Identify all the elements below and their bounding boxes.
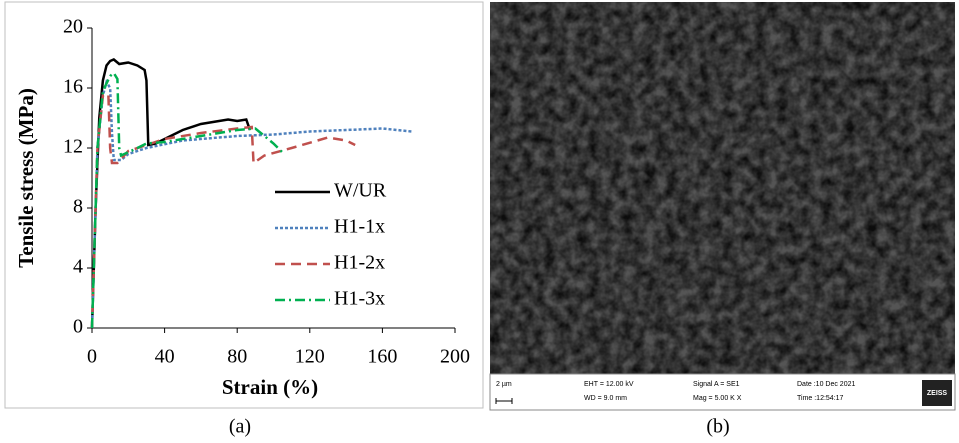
scale-bar xyxy=(495,398,513,404)
sem-texture xyxy=(490,2,955,374)
x-axis-label: Strain (%) xyxy=(222,375,318,399)
y-tick-label: 4 xyxy=(73,256,83,278)
scale-text: 2 µm xyxy=(496,381,512,388)
series-line xyxy=(90,58,252,329)
x-tick-label: 40 xyxy=(155,346,175,368)
x-tick-label: 120 xyxy=(295,346,325,368)
series-line xyxy=(90,71,284,329)
y-axis-label: Tensile stress (MPa) xyxy=(14,88,38,268)
x-tick-label: 160 xyxy=(367,346,397,368)
y-tick-label: 0 xyxy=(73,316,83,338)
info-bar xyxy=(489,373,956,411)
y-tick-label: 12 xyxy=(63,136,83,158)
x-tick-label: 80 xyxy=(227,346,247,368)
sem-image: 2 µm EHT = 12.00 kV WD = 9.0 mm Signal A… xyxy=(489,2,956,411)
chart-frame xyxy=(4,1,484,409)
info-text: Time :12:54:17 xyxy=(797,395,844,402)
info-text: Signal A = SE1 xyxy=(693,381,740,388)
legend-label: W/UR xyxy=(334,180,387,202)
info-text: EHT = 12.00 kV xyxy=(584,381,634,388)
y-tick-label: 20 xyxy=(63,16,83,38)
info-text: Date :10 Dec 2021 xyxy=(797,381,855,388)
x-tick-label: 200 xyxy=(440,346,470,368)
logo xyxy=(922,380,952,406)
legend-label: H1-1x xyxy=(334,216,385,238)
y-tick-label: 8 xyxy=(73,196,83,218)
legend-label: H1-2x xyxy=(334,252,385,274)
info-text: Mag = 5.00 K X xyxy=(693,395,742,402)
series-line xyxy=(90,92,356,329)
y-tick-label: 16 xyxy=(63,76,83,98)
logo-text: ZEISS xyxy=(927,390,948,397)
legend-label: H1-3x xyxy=(334,288,385,310)
x-tick-label: 0 xyxy=(87,346,97,368)
panel-label: (a) xyxy=(229,416,251,438)
info-text: WD = 9.0 mm xyxy=(584,395,627,402)
panel-label: (b) xyxy=(706,416,729,438)
